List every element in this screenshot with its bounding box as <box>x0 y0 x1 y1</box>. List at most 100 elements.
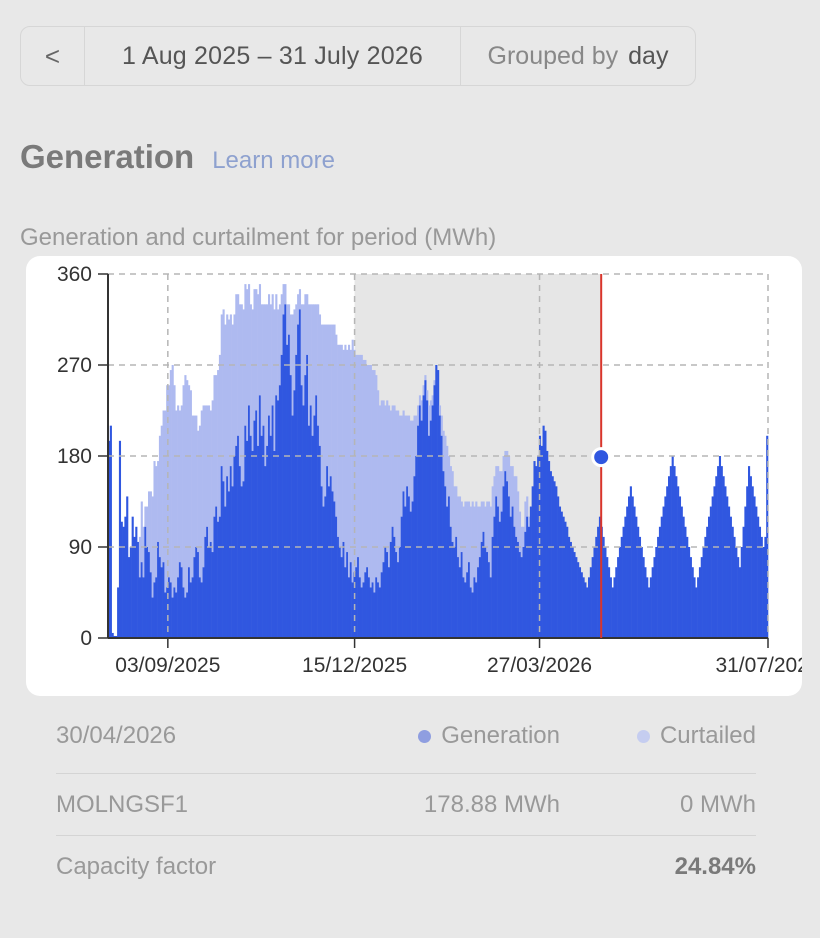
generation-bar <box>746 486 749 638</box>
generation-bar <box>329 476 332 638</box>
curtailed-bar <box>300 304 303 386</box>
generation-bar <box>298 309 302 638</box>
generation-bar <box>731 526 734 638</box>
generation-bar <box>751 486 754 638</box>
generation-bar <box>377 582 380 638</box>
generation-bar <box>569 541 572 638</box>
generation-bar <box>304 375 307 638</box>
curtailed-bar <box>391 405 394 527</box>
generation-bar <box>195 547 198 638</box>
curtailed-bar <box>268 294 271 416</box>
generation-bar <box>709 506 712 638</box>
generation-bar <box>382 562 385 638</box>
generation-bar <box>668 476 671 638</box>
generation-bar <box>495 496 498 638</box>
generation-bar <box>758 526 762 638</box>
curtailed-bar <box>506 450 509 482</box>
curtailed-bar <box>478 506 482 558</box>
generation-bar <box>657 536 660 638</box>
generation-bar <box>533 461 536 638</box>
generation-bar <box>655 547 658 638</box>
generation-bar <box>486 552 489 638</box>
curtailed-bar <box>420 400 423 421</box>
generation-bar <box>200 582 203 638</box>
generation-bar <box>302 405 305 638</box>
curtailed-bar <box>193 415 196 558</box>
generation-bar <box>737 557 740 638</box>
generation-bar <box>409 511 412 638</box>
curtailed-bar <box>371 370 374 583</box>
curtailed-bar <box>382 400 385 563</box>
generation-bar <box>280 354 283 638</box>
generation-bar <box>391 526 394 638</box>
generation-bar <box>637 526 640 638</box>
generation-bar <box>318 445 322 638</box>
x-tick-label: 03/09/2025 <box>115 654 220 677</box>
generation-bar <box>715 476 718 638</box>
generation-bar <box>491 536 494 638</box>
generation-bar <box>744 506 747 638</box>
generation-bar <box>484 547 487 638</box>
curtailed-bar <box>269 304 272 436</box>
generation-bar <box>108 440 111 638</box>
generation-bar <box>462 577 465 638</box>
generation-bar <box>351 582 354 638</box>
back-button[interactable]: < <box>21 27 85 85</box>
generation-bar <box>371 582 374 638</box>
generation-bar <box>120 521 123 638</box>
curtailed-bar <box>388 405 391 568</box>
learn-more-link[interactable]: Learn more <box>212 147 335 174</box>
generation-bar <box>729 516 732 638</box>
curtailed-bar <box>489 506 492 578</box>
curtailed-bar <box>198 425 202 578</box>
curtailed-bar <box>328 324 331 487</box>
curtailed-bar <box>477 506 480 568</box>
generation-bar <box>380 572 383 638</box>
curtailed-bar <box>204 405 207 537</box>
generation-bar <box>393 536 396 638</box>
generation-bar <box>384 547 387 638</box>
curtailed-bar <box>171 365 174 598</box>
generation-bar <box>651 567 654 638</box>
tooltip-capacity-row: Capacity factor 24.84% <box>56 836 756 898</box>
generation-bar <box>257 445 260 638</box>
generation-bar <box>238 466 242 638</box>
generation-bar <box>344 567 347 638</box>
generation-bar <box>708 516 711 638</box>
curtailed-bar <box>197 430 200 553</box>
curtailed-bar <box>184 375 187 598</box>
generation-bar <box>109 425 112 638</box>
generation-bar <box>417 425 420 638</box>
generation-bar <box>760 536 763 638</box>
generation-bar <box>204 536 207 638</box>
curtailed-bar <box>493 476 496 517</box>
generation-bar <box>297 324 300 638</box>
curtailed-bar <box>468 501 471 563</box>
generation-bar <box>418 405 422 638</box>
generation-bar <box>426 400 429 638</box>
grouping-select[interactable]: Grouped by day <box>461 27 695 85</box>
curtailed-bar <box>253 289 256 421</box>
generation-bar <box>369 587 372 638</box>
generation-chart[interactable]: 0 90 180 270 360 03/09/2025 15/12/2025 27/03/20… <box>26 256 802 696</box>
date-range-picker[interactable]: 1 Aug 2025 – 31 July 2026 <box>85 27 461 85</box>
tooltip-header-row: 30/04/2026 Generation Curtailed <box>56 722 756 774</box>
curtailed-bar <box>366 365 369 568</box>
curtailed-bar <box>469 506 472 588</box>
curtailed-bar <box>242 309 245 482</box>
curtailed-bar <box>158 435 162 558</box>
generation-bar <box>506 481 509 638</box>
curtailed-bar <box>206 405 209 527</box>
chart-card[interactable]: 0 90 180 270 360 03/09/2025 15/12/2025 27/03/20… <box>26 256 802 696</box>
curtailed-bar <box>160 425 163 568</box>
curtailed-bar <box>373 370 376 593</box>
generation-bar <box>466 572 469 638</box>
generation-bar <box>582 577 585 638</box>
generation-bar <box>248 405 251 638</box>
curtailed-bar <box>264 304 267 467</box>
generation-bar <box>411 501 414 638</box>
generation-bar <box>422 395 425 638</box>
curtailed-bar <box>209 410 212 542</box>
generation-bar <box>271 405 274 638</box>
generation-bar <box>237 435 240 638</box>
